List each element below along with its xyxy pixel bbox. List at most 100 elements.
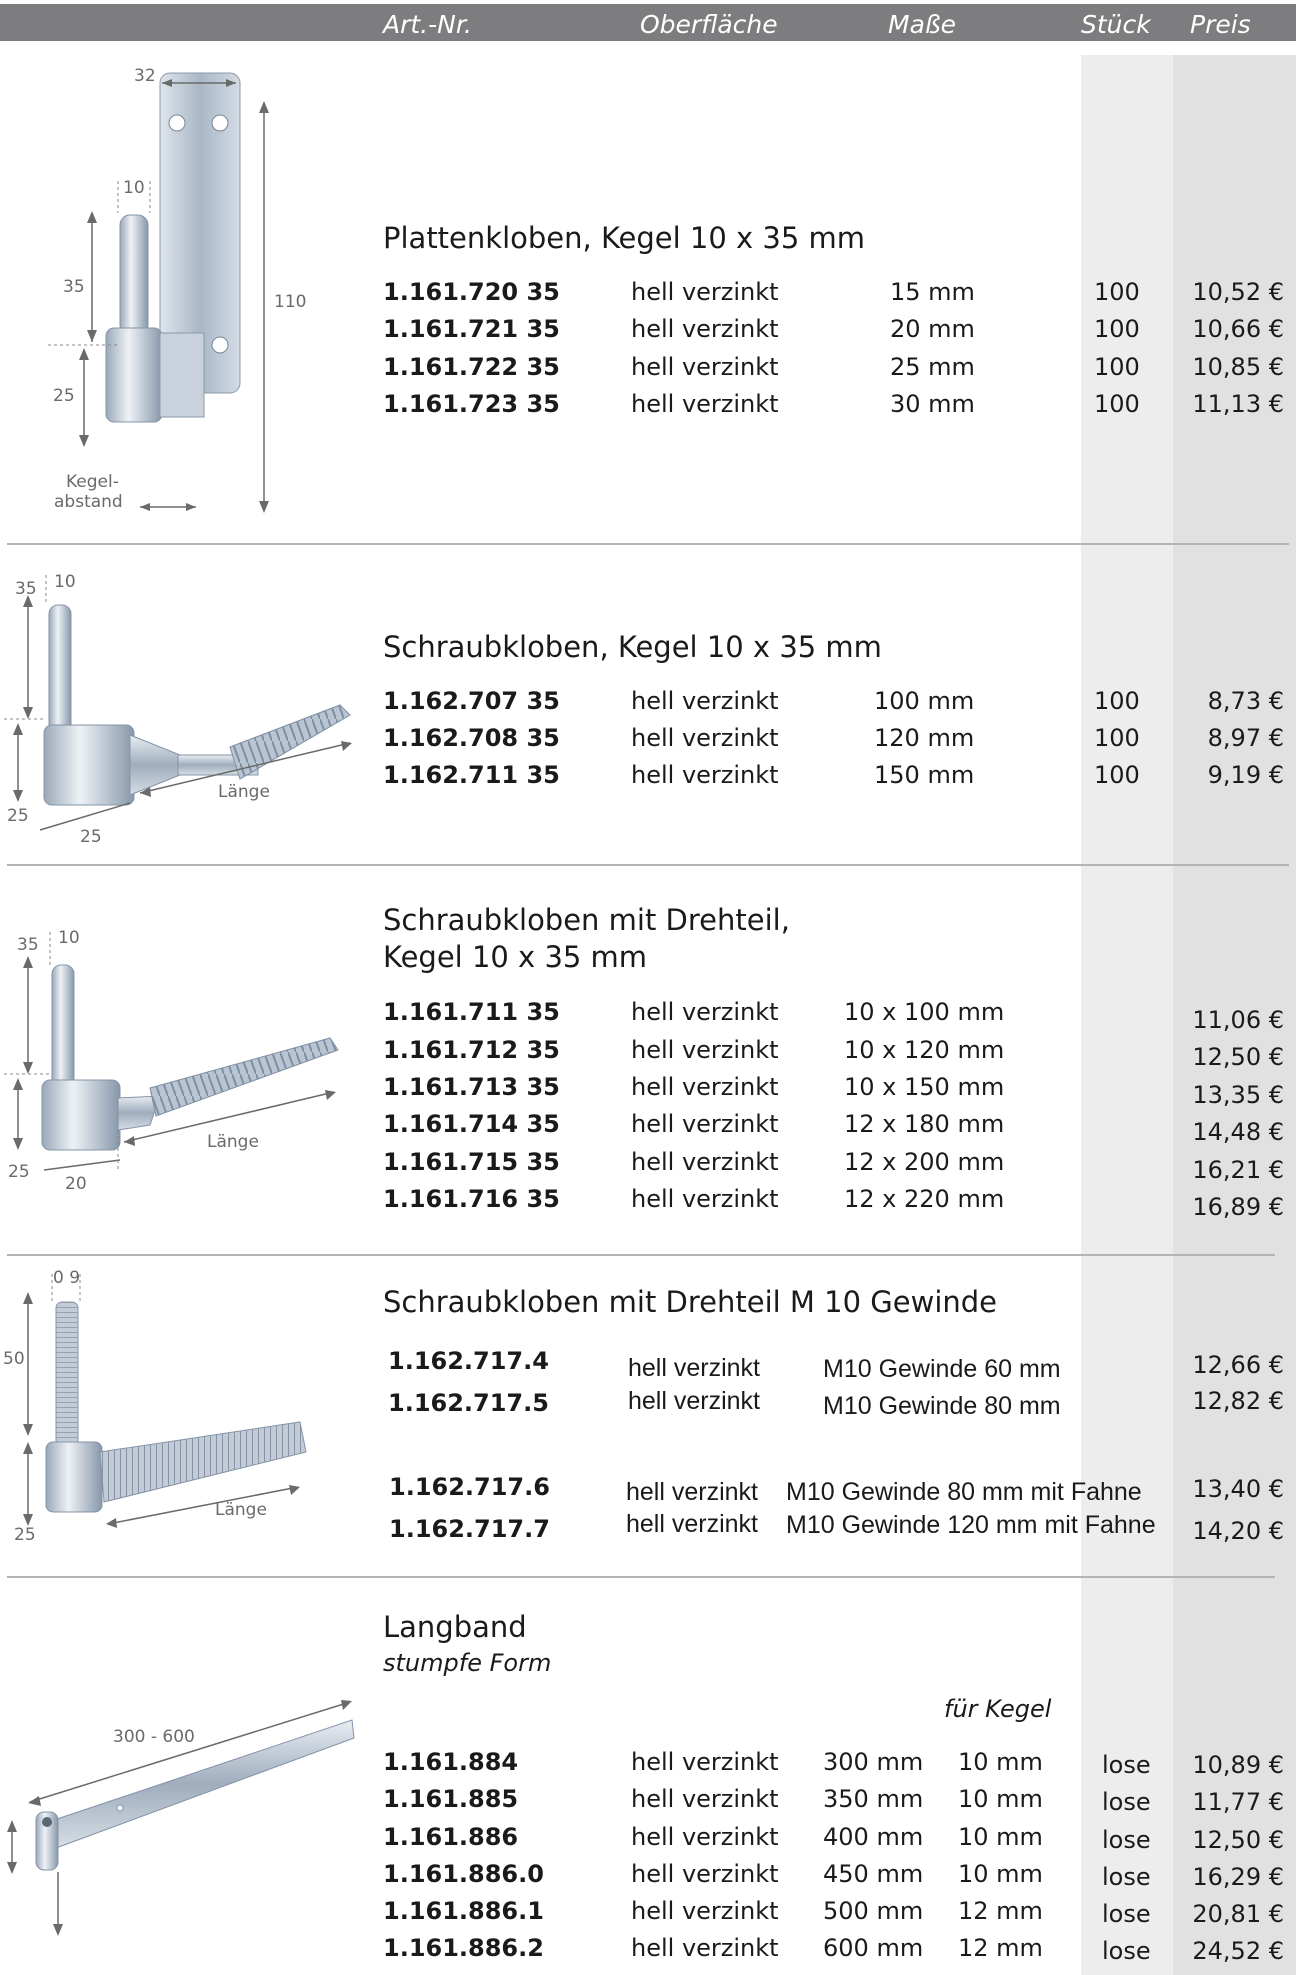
surface: hell verzinkt [631, 390, 779, 418]
price: 14,20 € [1192, 1517, 1284, 1545]
size: M10 Gewinde 120 mm mit Fahne [786, 1511, 1156, 1539]
table-header: Art.-Nr. Oberfläche Maße Stück Preis [0, 4, 1296, 41]
price: 16,29 € [1192, 1863, 1284, 1891]
size: 12 x 200 mm [844, 1148, 1005, 1176]
price: 14,48 € [1192, 1118, 1284, 1146]
article-number: 1.161.715 35 [383, 1148, 560, 1176]
article-number: 1.162.717.4 [388, 1347, 549, 1375]
article-number: 1.161.714 35 [383, 1110, 560, 1138]
dimension-label: Länge [215, 1500, 267, 1520]
article-number: 1.162.717.6 [389, 1473, 550, 1501]
price: 12,50 € [1192, 1043, 1284, 1071]
size: 10 x 150 mm [844, 1073, 1005, 1101]
price: 8,97 € [1207, 724, 1284, 752]
dimension-label: Länge [218, 782, 270, 802]
size: 12 x 180 mm [844, 1110, 1005, 1138]
size: 400 mm [823, 1823, 924, 1851]
surface: hell verzinkt [631, 1860, 779, 1888]
price: 12,66 € [1192, 1351, 1284, 1379]
surface: hell verzinkt [631, 1148, 779, 1176]
kegel: 12 mm [958, 1897, 1043, 1925]
surface: hell verzinkt [626, 1478, 758, 1506]
product-title: Langband [383, 1610, 527, 1644]
surface: hell verzinkt [631, 687, 779, 715]
product-title: Schraubkloben mit Drehteil M 10 Gewinde [383, 1285, 998, 1319]
price: 11,77 € [1192, 1788, 1284, 1816]
quantity: lose [1102, 1788, 1151, 1816]
article-number: 1.161.712 35 [383, 1036, 560, 1064]
section-divider [7, 1576, 1275, 1578]
price: 10,89 € [1192, 1751, 1284, 1779]
article-number: 1.161.721 35 [383, 315, 560, 343]
size: 30 mm [890, 390, 975, 418]
surface: hell verzinkt [631, 1934, 779, 1962]
plattenkloben-illustration [48, 72, 269, 513]
header-art-nr: Art.-Nr. [383, 10, 472, 39]
quantity-column-background [1081, 55, 1173, 1975]
surface: hell verzinkt [631, 315, 779, 343]
header-surface: Oberfläche [640, 10, 778, 39]
dimension-label: 32 [134, 66, 156, 86]
price: 16,89 € [1192, 1193, 1284, 1221]
surface: hell verzinkt [631, 353, 779, 381]
dimension-label: 50 [3, 1349, 25, 1369]
article-number: 1.161.886.0 [383, 1860, 544, 1888]
product-subtitle: stumpfe Form [383, 1649, 552, 1677]
dimension-label: 10 [123, 178, 145, 198]
price: 13,40 € [1192, 1475, 1284, 1503]
size: 450 mm [823, 1860, 924, 1888]
size: 10 x 120 mm [844, 1036, 1005, 1064]
kegel-column-header: für Kegel [944, 1695, 1052, 1723]
surface: hell verzinkt [631, 724, 779, 752]
quantity: 100 [1094, 390, 1140, 418]
surface: hell verzinkt [631, 998, 779, 1026]
dimension-label: 35 [63, 277, 85, 297]
article-number: 1.161.884 [383, 1748, 519, 1776]
price: 8,73 € [1207, 687, 1284, 715]
schraubkloben-gewinde-illustration [23, 1274, 307, 1528]
dimension-label: 0 9 [53, 1268, 81, 1288]
quantity: 100 [1094, 687, 1140, 715]
article-number: 1.161.713 35 [383, 1073, 560, 1101]
surface: hell verzinkt [631, 761, 779, 789]
product-title: Plattenkloben, Kegel 10 x 35 mm [383, 221, 865, 255]
size: M10 Gewinde 80 mm mit Fahne [786, 1478, 1142, 1506]
dimension-label: 300 - 600 [113, 1727, 195, 1747]
price: 10,66 € [1192, 315, 1284, 343]
article-number: 1.161.722 35 [383, 353, 560, 381]
header-price: Preis [1190, 10, 1251, 39]
quantity: 100 [1094, 315, 1140, 343]
size: 12 x 220 mm [844, 1185, 1005, 1213]
price: 10,52 € [1192, 278, 1284, 306]
size: 300 mm [823, 1748, 924, 1776]
surface: hell verzinkt [631, 1110, 779, 1138]
quantity: 100 [1094, 278, 1140, 306]
dimension-label: 20 [65, 1174, 87, 1194]
size: 150 mm [874, 761, 975, 789]
article-number: 1.161.711 35 [383, 998, 560, 1026]
quantity: lose [1102, 1826, 1151, 1854]
surface: hell verzinkt [626, 1510, 758, 1538]
schraubkloben-illustration [4, 575, 352, 831]
price: 12,82 € [1192, 1387, 1284, 1415]
section-divider [7, 1254, 1275, 1256]
article-number: 1.162.717.7 [389, 1515, 550, 1543]
quantity: lose [1102, 1751, 1151, 1779]
quantity: lose [1102, 1900, 1151, 1928]
surface: hell verzinkt [631, 1897, 779, 1925]
size: 350 mm [823, 1785, 924, 1813]
article-number: 1.161.886.1 [383, 1897, 544, 1925]
surface: hell verzinkt [631, 1748, 779, 1776]
dimension-label: Kegel- [66, 472, 119, 492]
price: 20,81 € [1192, 1900, 1284, 1928]
article-number: 1.161.716 35 [383, 1185, 560, 1213]
surface: hell verzinkt [631, 1073, 779, 1101]
dimension-label: Länge [207, 1132, 259, 1152]
header-size: Maße [888, 10, 957, 39]
surface: hell verzinkt [631, 1823, 779, 1851]
product-title: Schraubkloben mit Drehteil, [383, 903, 790, 937]
size: 600 mm [823, 1934, 924, 1962]
price-column-background [1173, 55, 1296, 1975]
price: 9,19 € [1207, 761, 1284, 789]
schraubkloben-drehteil-illustration [4, 932, 339, 1172]
